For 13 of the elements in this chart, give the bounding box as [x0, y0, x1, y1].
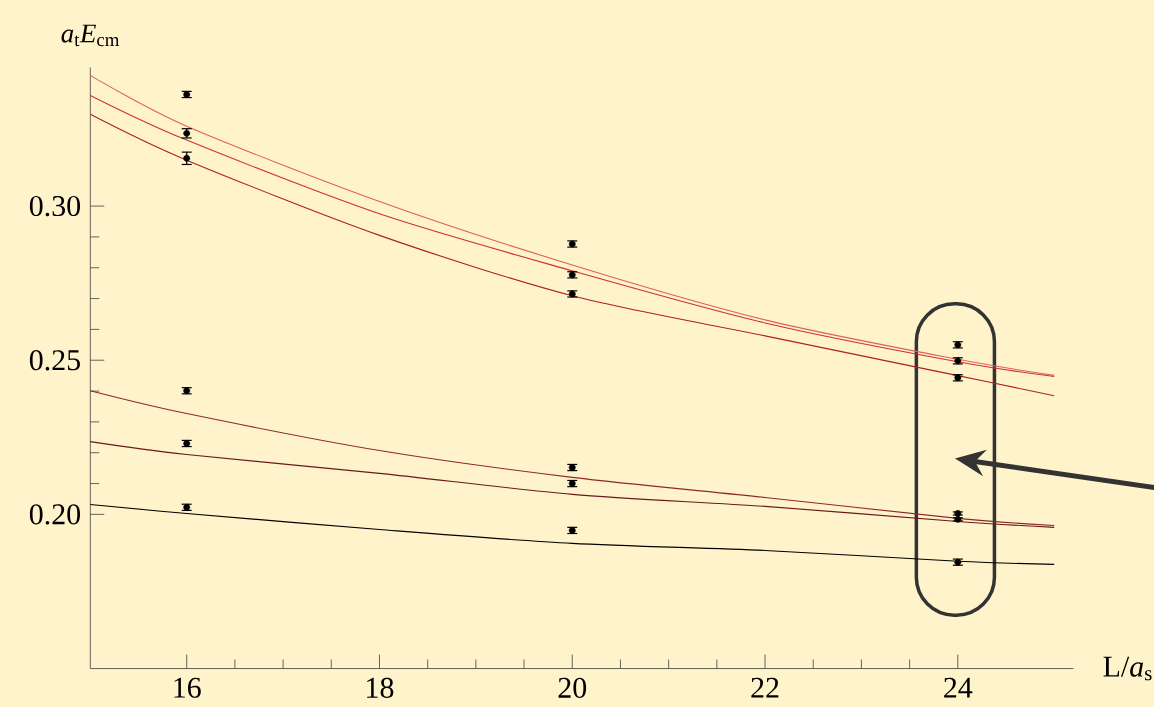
y-axis-title: a$_{t}$E$_{cm}$ — [61, 24, 120, 46]
x-tick-label: 16 — [174, 677, 201, 698]
line-series — [89, 440, 1055, 528]
line-series — [89, 389, 1055, 526]
y-tick-label: 0.25 — [29, 349, 80, 371]
x-tick-label: 22 — [751, 677, 779, 698]
x-tick-label: 18 — [367, 677, 394, 698]
x-tick-label: 20 — [558, 677, 587, 698]
x-axis-title: L/a$_{s}$ — [1103, 656, 1152, 681]
x-tick-label: 24 — [944, 677, 973, 698]
y-tick-label: 0.20 — [29, 504, 80, 525]
y-tick-label: 0.30 — [29, 195, 80, 217]
line-series — [89, 503, 1055, 565]
